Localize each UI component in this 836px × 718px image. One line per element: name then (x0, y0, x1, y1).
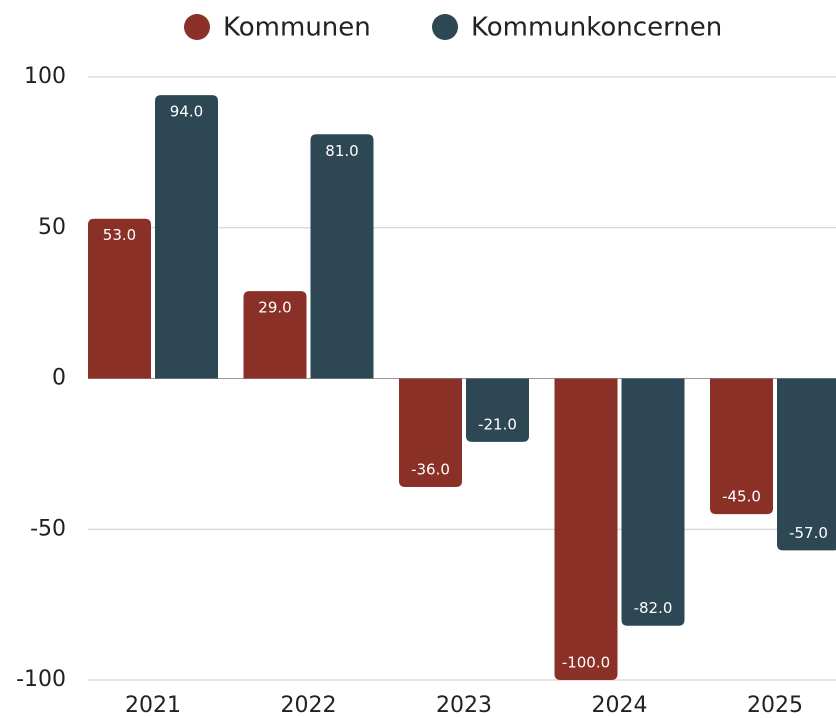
y-tick-label: 50 (38, 215, 66, 240)
x-tick-label: 2024 (592, 693, 648, 718)
legend-swatch (184, 14, 210, 40)
value-label: 94.0 (170, 103, 203, 121)
value-label: -21.0 (478, 415, 517, 433)
bar (466, 378, 529, 442)
bar (310, 134, 374, 379)
bar (243, 291, 307, 379)
x-tick-label: 2025 (747, 693, 803, 718)
x-tick-label: 2022 (281, 693, 337, 718)
y-tick-label: -50 (30, 516, 66, 541)
value-label: -57.0 (789, 524, 828, 542)
x-tick-label: 2023 (436, 693, 492, 718)
legend-label: Kommunkoncernen (471, 13, 722, 43)
bar (777, 378, 836, 551)
bar (399, 378, 462, 488)
bar (155, 95, 218, 379)
legend-label: Kommunen (223, 13, 371, 43)
bar (710, 378, 773, 515)
value-label: -36.0 (411, 461, 450, 479)
y-tick-label: 0 (52, 366, 66, 391)
legend-swatch (432, 14, 458, 40)
y-tick-label: -100 (16, 667, 66, 692)
bar (88, 218, 151, 379)
value-label: -45.0 (722, 488, 761, 506)
x-tick-label: 2021 (125, 693, 181, 718)
value-label: -82.0 (634, 599, 673, 617)
value-label: -100.0 (562, 654, 610, 672)
bar (554, 378, 618, 680)
value-label: 29.0 (258, 299, 291, 317)
value-label: 53.0 (103, 226, 136, 244)
bar (621, 378, 685, 626)
y-tick-label: 100 (24, 64, 66, 89)
value-label: 81.0 (325, 142, 358, 160)
